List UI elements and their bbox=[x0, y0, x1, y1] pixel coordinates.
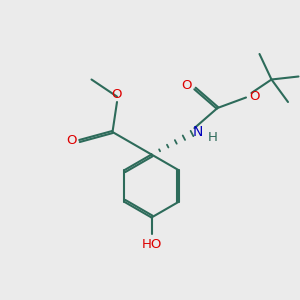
Text: O: O bbox=[181, 79, 192, 92]
Text: O: O bbox=[249, 89, 260, 103]
Text: O: O bbox=[112, 88, 122, 101]
Text: HO: HO bbox=[141, 238, 162, 251]
Text: O: O bbox=[66, 134, 76, 148]
Text: H: H bbox=[208, 130, 218, 144]
Text: N: N bbox=[192, 125, 203, 139]
